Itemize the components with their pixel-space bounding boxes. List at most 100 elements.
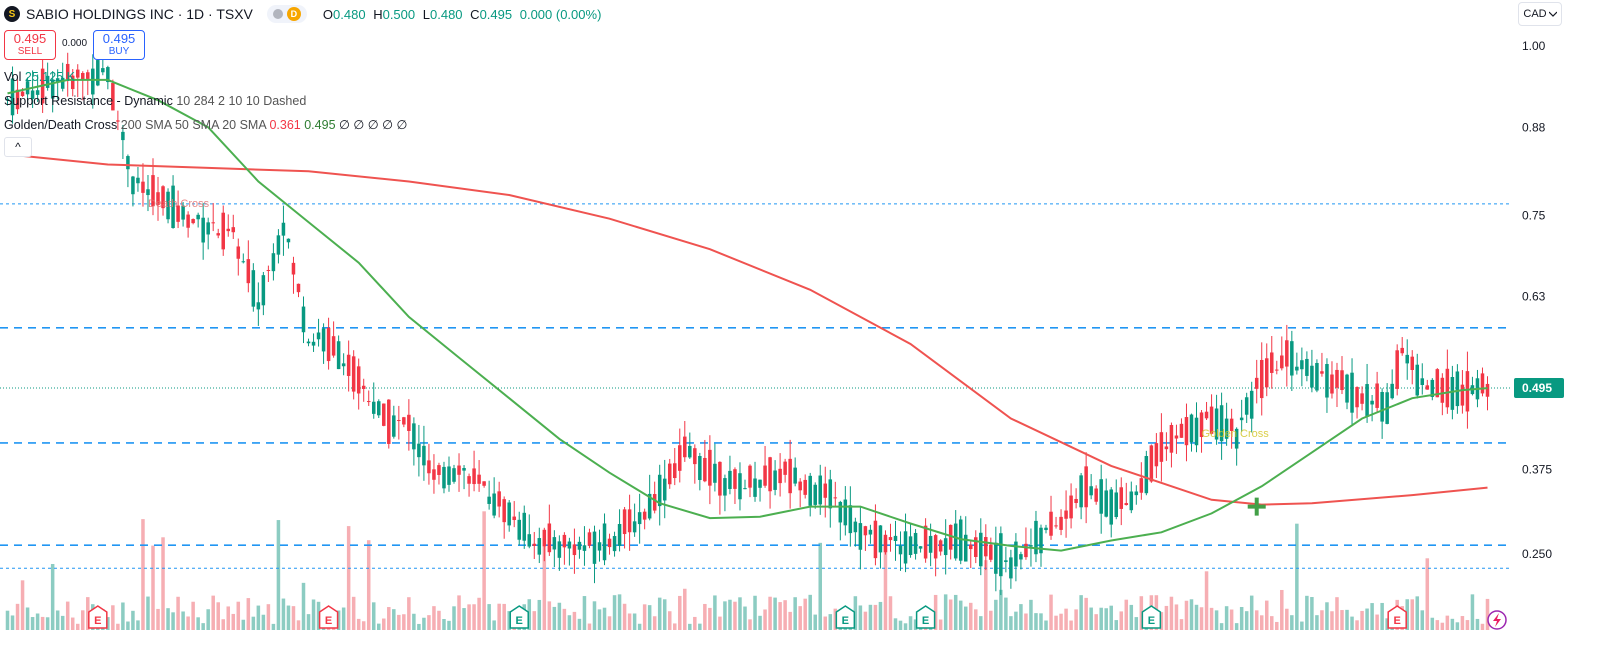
candle-body	[1084, 466, 1088, 508]
candle-body	[196, 214, 200, 220]
candle-body	[1275, 369, 1279, 371]
chevron-up-icon: ^	[15, 140, 21, 154]
candle-body	[1295, 366, 1299, 371]
collapse-legend-button[interactable]: ^	[4, 137, 32, 157]
golden-death-cross-legend[interactable]: Golden/Death Cross 200 SMA 50 SMA 20 SMA…	[4, 117, 407, 132]
earnings-marker-label: E	[842, 615, 849, 627]
volume-bar	[999, 589, 1003, 630]
support-resistance-legend[interactable]: Support Resistance - Dynamic 10 284 2 10…	[4, 94, 306, 108]
candle-body	[106, 67, 110, 83]
volume-bar	[1219, 623, 1224, 630]
candle-body	[392, 415, 396, 437]
candle-body	[226, 228, 231, 232]
volume-bar	[156, 608, 160, 630]
volume-bar	[437, 610, 441, 630]
volume-bar	[758, 615, 762, 630]
price-axis[interactable]: 1.00 0.88 0.75 0.63 0.375 0.250 0.495	[1514, 39, 1564, 561]
candle-body	[773, 470, 777, 490]
candle-body	[387, 399, 391, 444]
candle-body	[351, 356, 356, 392]
volume-bar	[597, 609, 602, 630]
volume-bar	[1460, 616, 1465, 630]
earnings-marker[interactable]: E	[835, 605, 856, 629]
candle-body	[507, 502, 511, 526]
candle-body	[828, 479, 833, 509]
candle-body	[868, 529, 873, 535]
volume-bar	[1104, 608, 1108, 630]
candle-body	[632, 521, 637, 533]
volume-bar	[181, 611, 185, 630]
volume-bar	[1375, 614, 1379, 630]
earnings-marker[interactable]: E	[915, 605, 936, 629]
volume-bar	[492, 620, 496, 630]
candle-body	[542, 529, 547, 547]
candle-body	[1074, 498, 1078, 503]
candle-body	[873, 520, 878, 559]
candle-body	[1259, 359, 1264, 399]
candle-body	[326, 327, 331, 362]
symbol-title[interactable]: SABIO HOLDINGS INC · 1D · TSXV	[26, 6, 253, 22]
candle-body	[1264, 358, 1269, 388]
candle-body	[1214, 408, 1219, 440]
volume-bar	[286, 605, 291, 630]
volume-bar	[81, 610, 85, 630]
earnings-marker[interactable]: E	[1387, 605, 1407, 629]
candle-body	[522, 512, 527, 541]
candle-body	[146, 189, 150, 196]
volume-bar	[1094, 614, 1098, 630]
volume-bar	[738, 597, 742, 630]
earnings-marker[interactable]: E	[88, 605, 108, 629]
candle-body	[1069, 495, 1073, 519]
candle-body	[788, 458, 792, 494]
volume-bar	[823, 616, 828, 630]
volume-bar	[642, 604, 647, 630]
candle-body	[602, 523, 607, 561]
sell-button[interactable]: 0.495 SELL	[4, 30, 56, 60]
volume-bar	[863, 611, 868, 630]
volume-bar	[537, 599, 542, 630]
candle-body	[427, 460, 431, 474]
volume-bar	[1254, 610, 1259, 630]
volume-bar	[1069, 620, 1073, 630]
volume-bar	[271, 623, 276, 630]
earnings-marker[interactable]: E	[509, 605, 529, 629]
candle-body	[417, 443, 421, 458]
candle-body	[818, 475, 823, 505]
support-resistance-lines	[0, 203, 1510, 569]
volume-legend-label: Vol	[4, 70, 22, 84]
high-value: 0.500	[382, 6, 416, 22]
volume-bar	[241, 619, 246, 630]
candle-body	[918, 546, 923, 549]
currency-selector[interactable]: CAD	[1518, 2, 1562, 26]
candle-body	[1049, 511, 1053, 536]
candle-body	[587, 532, 592, 546]
volume-legend[interactable]: Vol 25.125 K	[4, 70, 75, 84]
change-value: 0.000 (0.00%)	[519, 6, 602, 22]
candle-body	[176, 205, 180, 222]
candle-body	[161, 186, 165, 209]
earnings-marker-label: E	[94, 615, 101, 627]
earnings-marker-label: E	[922, 615, 929, 627]
candle-body	[286, 238, 291, 243]
earnings-badge	[318, 605, 339, 629]
candle-body	[1129, 491, 1134, 511]
sma-200-line	[7, 153, 1488, 506]
volume-bar	[497, 603, 501, 630]
volume-bar	[577, 618, 582, 630]
market-status-pill[interactable]: D	[266, 5, 307, 23]
volume-bar	[1315, 615, 1319, 630]
volume-bar	[1109, 605, 1113, 630]
volume-bar	[1285, 608, 1289, 630]
lightning-icon[interactable]	[1487, 610, 1507, 630]
earnings-marker[interactable]: E	[1141, 605, 1162, 629]
candle-body	[989, 544, 993, 560]
volume-bar	[35, 613, 40, 630]
candle-body	[1109, 489, 1113, 525]
candle-body	[984, 537, 988, 557]
buy-button[interactable]: 0.495 BUY	[93, 30, 146, 60]
candle-body	[1485, 383, 1490, 397]
candle-body	[858, 523, 863, 550]
earnings-marker[interactable]: E	[318, 605, 339, 629]
